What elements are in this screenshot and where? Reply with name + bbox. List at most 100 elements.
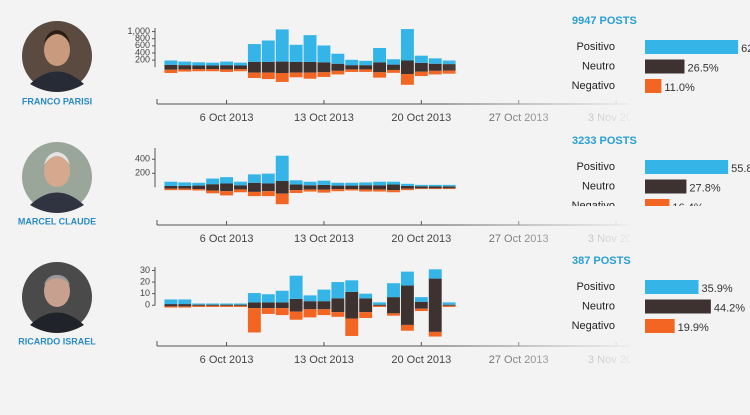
bar-negative [247, 308, 261, 333]
bar-positive [178, 299, 192, 305]
bar-negative [178, 188, 192, 191]
bar-positive [261, 40, 275, 62]
bar-negative [206, 305, 220, 307]
bar-neutral [275, 61, 289, 73]
bar-positive [400, 271, 414, 286]
bar-negative [400, 324, 414, 331]
sentiment-bar [645, 280, 699, 294]
bar-positive [317, 289, 331, 302]
value-label: 62.5% [741, 43, 750, 55]
bar-negative [164, 69, 178, 73]
value-label: 16.4% [672, 202, 703, 214]
bar-negative [220, 191, 234, 196]
bar-neutral [178, 185, 192, 189]
bar-negative [261, 308, 275, 314]
bar-positive [331, 182, 345, 186]
sentiment: Positivo 35.9% Neutro 44.2% Negativo 19.9% [572, 280, 745, 334]
bar-neutral [164, 304, 178, 307]
bar-positive [234, 303, 247, 305]
bar-neutral [261, 183, 275, 192]
bar-positive [206, 303, 220, 305]
bar-positive [178, 182, 192, 186]
bar-negative [387, 69, 400, 73]
bar-positive [192, 182, 206, 186]
bar-positive [345, 59, 359, 66]
bar-positive [289, 44, 303, 62]
bar-neutral [275, 181, 289, 194]
bar-neutral [234, 65, 247, 70]
candidate-name: RICARDO ISRAEL [18, 336, 96, 346]
bar-positive [247, 293, 261, 303]
bar-positive [317, 45, 331, 63]
bar-negative [247, 72, 261, 78]
sentiment-bar [645, 319, 675, 333]
x-tick-label: 20 Oct 2013 [391, 112, 451, 124]
bar-neutral [345, 291, 359, 319]
bar-neutral [289, 184, 303, 191]
bar-negative [331, 70, 345, 75]
x-tick-label: 6 Oct 2013 [200, 112, 254, 124]
bar-positive [275, 155, 289, 182]
bar-negative [275, 308, 289, 316]
bar-negative [400, 74, 414, 85]
bar-negative [331, 312, 345, 317]
bar-positive [303, 295, 317, 302]
bar-positive [373, 48, 387, 63]
bar-positive [414, 297, 428, 302]
bar-neutral [317, 184, 331, 190]
bar-neutral [359, 65, 373, 70]
bar-negative [414, 188, 428, 190]
bar-negative [317, 189, 331, 193]
y-tick-label: 800 [135, 33, 150, 43]
bar-neutral [331, 63, 345, 71]
category-label: Positivo [576, 41, 615, 53]
bar-positive [220, 61, 234, 66]
value-label: 55.8% [731, 163, 750, 175]
bar-positive [303, 181, 317, 186]
bar-negative [303, 72, 317, 79]
category-label: Neutro [582, 180, 615, 192]
bar-negative [164, 188, 178, 191]
bar-negative [428, 70, 442, 75]
bar-neutral [247, 61, 261, 73]
candidate-name: MARCEL CLAUDE [18, 216, 96, 226]
bar-negative [303, 309, 317, 318]
bar-negative [414, 71, 428, 77]
x-tick-label: 13 Oct 2013 [294, 354, 354, 366]
bar-negative [275, 193, 289, 205]
category-label: Neutro [582, 60, 615, 72]
bar-neutral [331, 185, 345, 190]
bar-neutral [247, 182, 261, 192]
bar-neutral [428, 63, 442, 71]
value-label: 26.5% [687, 62, 718, 74]
sentiments: 9947 POSTS Positivo 62.5% Neutro 26.5% Negati… [572, 15, 750, 334]
y-tick-label: 20 [140, 276, 150, 286]
bar-negative [275, 73, 289, 82]
bar-positive [289, 275, 303, 299]
bar-negative [192, 189, 206, 191]
bar-negative [234, 69, 247, 72]
bar-positive [220, 303, 234, 305]
fade-overlay [440, 0, 632, 410]
bar-neutral [317, 301, 331, 310]
bar-negative [234, 305, 247, 307]
bar-neutral [345, 65, 359, 70]
bar-neutral [289, 298, 303, 312]
category-label: Neutro [582, 300, 615, 312]
bar-positive [414, 184, 428, 187]
sentiment: Positivo 55.8% Neutro 27.8% Negativo 16.4% [572, 160, 750, 214]
bar-positive [387, 283, 400, 298]
bar-neutral [345, 185, 359, 190]
bar-negative [164, 306, 178, 308]
bar-neutral [428, 186, 442, 189]
bar-neutral [220, 183, 234, 192]
candidate-name: FRANCO PARISI [22, 96, 92, 106]
value-label: 27.8% [689, 182, 720, 194]
bar-neutral [261, 61, 275, 73]
bar-negative [206, 190, 220, 194]
bar-neutral [317, 62, 331, 73]
bar-negative [247, 191, 261, 197]
bar-positive [373, 302, 387, 305]
bar-negative [261, 72, 275, 80]
